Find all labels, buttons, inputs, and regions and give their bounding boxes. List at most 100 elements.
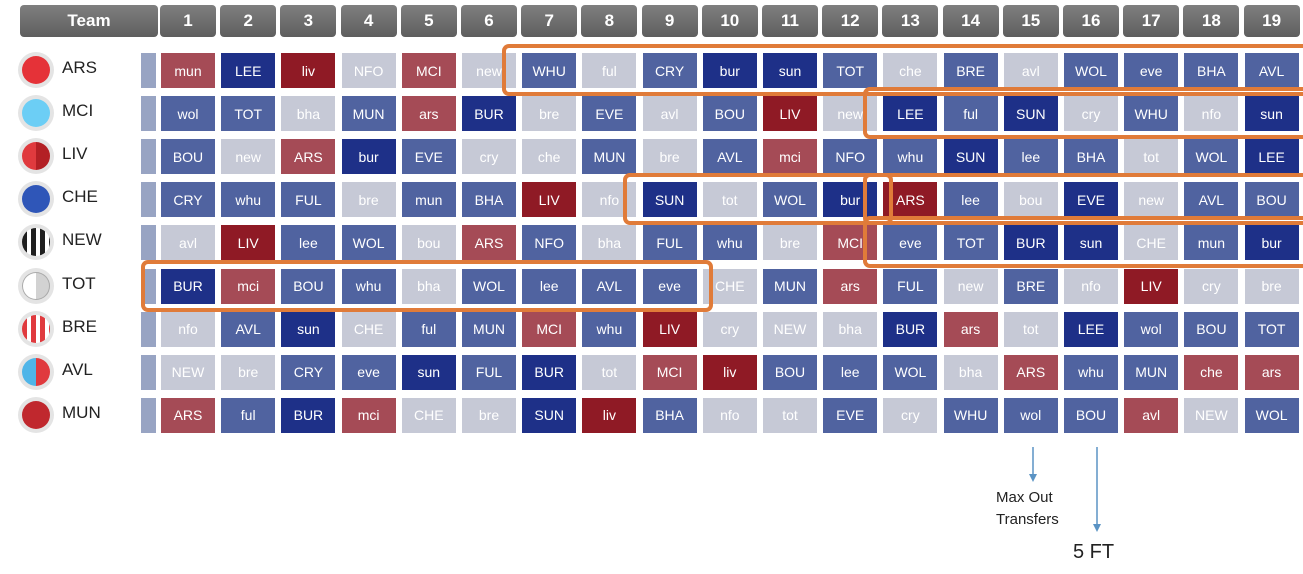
fixture-cell[interactable]: LEE bbox=[1244, 139, 1299, 175]
fixture-cell[interactable]: nfo bbox=[702, 397, 757, 433]
fixture-cell[interactable]: MCI bbox=[823, 225, 878, 261]
fixture-cell[interactable]: cry bbox=[462, 139, 516, 175]
fixture-cell[interactable]: WHU bbox=[943, 397, 998, 433]
fixture-cell[interactable]: ful bbox=[401, 311, 456, 347]
fixture-cell[interactable]: AVL bbox=[582, 268, 637, 304]
fixture-cell[interactable]: NEW bbox=[763, 311, 817, 347]
fixture-cell[interactable]: avl bbox=[642, 96, 697, 132]
fixture-cell[interactable]: BUR bbox=[883, 311, 938, 347]
fixture-cell[interactable]: tot bbox=[1124, 139, 1179, 175]
fixture-cell[interactable]: mun bbox=[401, 182, 456, 218]
fixture-cell[interactable]: whu bbox=[883, 139, 938, 175]
fixture-cell[interactable]: cry bbox=[1064, 96, 1118, 132]
fixture-cell[interactable]: eve bbox=[341, 354, 396, 390]
fixture-cell[interactable]: bre bbox=[1244, 268, 1299, 304]
fixture-cell[interactable]: BUR bbox=[1003, 225, 1058, 261]
fixture-cell[interactable]: whu bbox=[221, 182, 276, 218]
fixture-cell[interactable]: FUL bbox=[462, 354, 516, 390]
fixture-cell[interactable]: LIV bbox=[522, 182, 577, 218]
fixture-cell[interactable]: WOL bbox=[462, 268, 516, 304]
fixture-cell[interactable]: bre bbox=[522, 96, 577, 132]
fixture-cell[interactable]: whu bbox=[702, 225, 757, 261]
fixture-cell[interactable]: FUL bbox=[883, 268, 938, 304]
fixture-cell[interactable]: new bbox=[1124, 182, 1179, 218]
fixture-cell[interactable]: sun bbox=[1244, 96, 1299, 132]
fixture-cell[interactable]: CRY bbox=[281, 354, 336, 390]
fixture-cell[interactable]: AVL bbox=[1184, 182, 1239, 218]
fixture-cell[interactable]: MCI bbox=[401, 53, 456, 88]
fixture-cell[interactable]: bre bbox=[642, 139, 697, 175]
fixture-cell[interactable]: whu bbox=[1064, 354, 1118, 390]
fixture-cell[interactable]: BHA bbox=[642, 397, 697, 433]
fixture-cell[interactable]: BOU bbox=[1184, 311, 1239, 347]
fixture-cell[interactable]: eve bbox=[883, 225, 938, 261]
fixture-cell[interactable]: WOL bbox=[1184, 139, 1239, 175]
fixture-cell[interactable]: ARS bbox=[462, 225, 516, 261]
fixture-cell[interactable]: BOU bbox=[1244, 182, 1299, 218]
fixture-cell[interactable]: liv bbox=[281, 53, 336, 88]
fixture-cell[interactable]: LEE bbox=[221, 53, 276, 88]
fixture-cell[interactable]: MUN bbox=[582, 139, 637, 175]
fixture-cell[interactable]: tot bbox=[763, 397, 817, 433]
fixture-cell[interactable]: nfo bbox=[582, 182, 637, 218]
fixture-cell[interactable]: tot bbox=[582, 354, 637, 390]
fixture-cell[interactable]: sun bbox=[1064, 225, 1118, 261]
fixture-cell[interactable]: mun bbox=[161, 53, 215, 88]
fixture-cell[interactable]: AVL bbox=[1244, 53, 1299, 88]
fixture-cell[interactable]: mci bbox=[221, 268, 276, 304]
fixture-cell[interactable]: BOU bbox=[161, 139, 215, 175]
fixture-cell[interactable]: lee bbox=[522, 268, 577, 304]
fixture-cell[interactable]: SUN bbox=[522, 397, 577, 433]
fixture-cell[interactable]: WOL bbox=[1244, 397, 1299, 433]
fixture-cell[interactable]: sun bbox=[281, 311, 336, 347]
fixture-cell[interactable]: NEW bbox=[1184, 397, 1239, 433]
fixture-cell[interactable]: NEW bbox=[161, 354, 215, 390]
fixture-cell[interactable]: NFO bbox=[522, 225, 577, 261]
fixture-cell[interactable]: cry bbox=[1184, 268, 1239, 304]
fixture-cell[interactable]: lee bbox=[281, 225, 336, 261]
fixture-cell[interactable]: wol bbox=[161, 96, 215, 132]
fixture-cell[interactable]: bur bbox=[823, 182, 878, 218]
fixture-cell[interactable]: bha bbox=[401, 268, 456, 304]
fixture-cell[interactable]: new bbox=[823, 96, 878, 132]
fixture-cell[interactable]: CRY bbox=[642, 53, 697, 88]
fixture-cell[interactable]: new bbox=[221, 139, 276, 175]
fixture-cell[interactable]: bha bbox=[943, 354, 998, 390]
fixture-cell[interactable]: ars bbox=[943, 311, 998, 347]
fixture-cell[interactable]: MUN bbox=[763, 268, 817, 304]
fixture-cell[interactable]: BUR bbox=[522, 354, 577, 390]
fixture-cell[interactable]: EVE bbox=[401, 139, 456, 175]
fixture-cell[interactable]: new bbox=[462, 53, 516, 88]
fixture-cell[interactable]: bha bbox=[823, 311, 878, 347]
fixture-cell[interactable]: lee bbox=[823, 354, 878, 390]
fixture-cell[interactable]: bou bbox=[1003, 182, 1058, 218]
fixture-cell[interactable]: BHA bbox=[462, 182, 516, 218]
fixture-cell[interactable]: BRE bbox=[1003, 268, 1058, 304]
fixture-cell[interactable]: nfo bbox=[1064, 268, 1118, 304]
fixture-cell[interactable]: bur bbox=[1244, 225, 1299, 261]
fixture-cell[interactable]: avl bbox=[161, 225, 215, 261]
fixture-cell[interactable]: avl bbox=[1003, 53, 1058, 88]
fixture-cell[interactable]: TOT bbox=[221, 96, 276, 132]
fixture-cell[interactable]: FUL bbox=[642, 225, 697, 261]
fixture-cell[interactable]: che bbox=[522, 139, 577, 175]
fixture-cell[interactable]: mun bbox=[1184, 225, 1239, 261]
fixture-cell[interactable]: bre bbox=[221, 354, 276, 390]
fixture-cell[interactable]: new bbox=[943, 268, 998, 304]
fixture-cell[interactable]: eve bbox=[1124, 53, 1179, 88]
fixture-cell[interactable]: ful bbox=[943, 96, 998, 132]
fixture-cell[interactable]: che bbox=[883, 53, 938, 88]
fixture-cell[interactable]: tot bbox=[1003, 311, 1058, 347]
fixture-cell[interactable]: LEE bbox=[1064, 311, 1118, 347]
fixture-cell[interactable]: CHE bbox=[1124, 225, 1179, 261]
fixture-cell[interactable]: WHU bbox=[1124, 96, 1179, 132]
fixture-cell[interactable]: MUN bbox=[1124, 354, 1179, 390]
fixture-cell[interactable]: SUN bbox=[943, 139, 998, 175]
fixture-cell[interactable]: ful bbox=[221, 397, 276, 433]
fixture-cell[interactable]: SUN bbox=[1003, 96, 1058, 132]
fixture-cell[interactable]: bur bbox=[702, 53, 757, 88]
fixture-cell[interactable]: BOU bbox=[1064, 397, 1118, 433]
fixture-cell[interactable]: ars bbox=[1244, 354, 1299, 390]
fixture-cell[interactable]: bre bbox=[462, 397, 516, 433]
fixture-cell[interactable]: LIV bbox=[1124, 268, 1179, 304]
